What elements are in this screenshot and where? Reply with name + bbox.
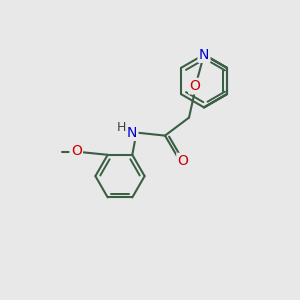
Text: O: O <box>178 154 188 168</box>
Text: O: O <box>71 144 82 158</box>
Text: N: N <box>199 48 209 62</box>
Text: H: H <box>117 121 126 134</box>
Text: O: O <box>190 79 200 93</box>
Text: N: N <box>127 126 137 140</box>
